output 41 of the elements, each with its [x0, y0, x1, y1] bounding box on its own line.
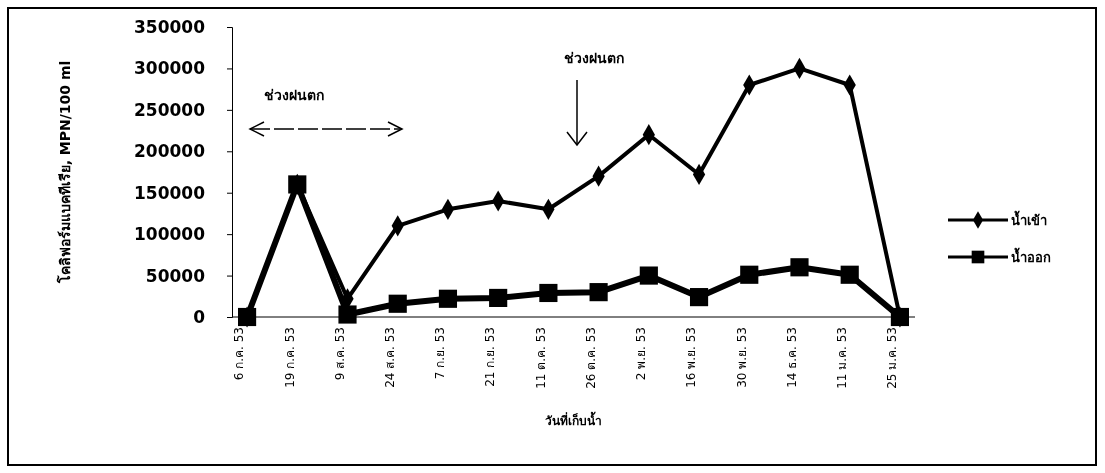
x-tick-label: 2 พ.ย. 53 [634, 327, 649, 381]
annotation: ช่วงฝนตก [563, 50, 624, 66]
x-tick-label: 26 ต.ค. 53 [583, 327, 598, 389]
x-axis-title: วันที่เก็บน้ำ [545, 411, 602, 428]
y-tick-label: 100000 [134, 224, 206, 245]
point [840, 265, 859, 284]
point [338, 305, 357, 324]
y-tick-label: 150000 [134, 182, 206, 203]
point [589, 283, 608, 302]
y-tick-label: 350000 [134, 16, 206, 37]
point [890, 307, 910, 327]
y-tick-label: 250000 [134, 99, 206, 120]
x-tick-label: 24 ส.ค. 53 [383, 327, 398, 388]
x-tick-label: 25 ม.ค. 53 [885, 327, 900, 389]
y-tick-label: 0 [193, 306, 206, 327]
y-tick-label: 50000 [145, 265, 206, 286]
x-tick-label: 7 ก.ย. 53 [433, 327, 448, 380]
point [689, 288, 709, 307]
point [790, 258, 809, 277]
y-tick-label: 200000 [134, 141, 206, 162]
annotation: ช่วงฝนตก [264, 87, 325, 103]
x-tick-label: 19 ก.ค. 53 [282, 327, 297, 388]
legend-label: น้ำเข้า [1011, 210, 1047, 228]
point [639, 266, 658, 285]
x-tick-label: 16 พ.ย. 53 [684, 327, 699, 388]
x-tick-label: 21 ก.ย. 53 [483, 327, 498, 387]
point [237, 307, 257, 327]
point [740, 265, 759, 284]
point [489, 288, 508, 308]
x-tick-label: 30 พ.ย. 53 [734, 327, 749, 388]
x-tick-label: 14 ธ.ค. 53 [784, 327, 799, 388]
x-tick-label: 11 ม.ค. 53 [835, 327, 850, 389]
y-axis-title: โคลิฟอร์มแบคทีเรีย, MPN/100 ml [56, 60, 73, 285]
x-tick-label: 11 ต.ค. 53 [533, 327, 548, 389]
point [539, 283, 558, 303]
x-tick-label: 9 ส.ค. 53 [332, 327, 347, 381]
y-tick-label: 300000 [134, 58, 206, 79]
x-tick-label: 6 ก.ค. 53 [232, 327, 247, 381]
point [388, 294, 407, 313]
point [438, 289, 458, 308]
legend-label: น้ำออก [1011, 247, 1051, 265]
